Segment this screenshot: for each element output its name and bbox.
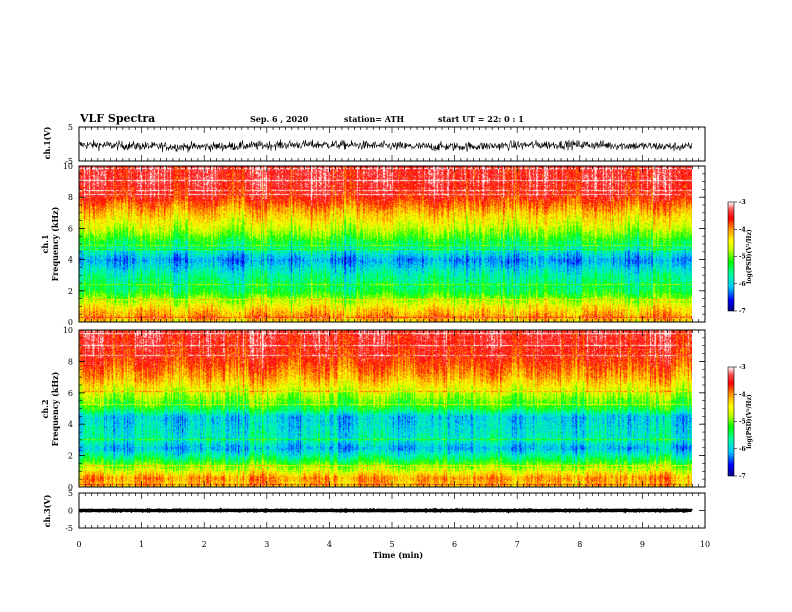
waveform-trace: [78, 139, 693, 153]
y-tick-label: 2: [68, 452, 73, 461]
x-tick-label: 9: [640, 540, 645, 549]
x-tick-label: 2: [202, 540, 207, 549]
y-tick-label: 5: [68, 489, 73, 498]
y-tick-label: 10: [63, 162, 73, 171]
y-tick-label: 8: [68, 357, 73, 366]
colorbar-gradient: [727, 366, 735, 477]
y-tick-label: 5: [68, 123, 73, 132]
colorbar-gradient: [727, 201, 735, 312]
colorbar-tick-label: -4: [739, 391, 746, 398]
colorbar-ch2: -3 -4 -5 -6 -7 log(PSD)(V²/Hz): [727, 364, 753, 480]
colorbar-tick-label: -5: [739, 419, 746, 426]
y-tick-label: 2: [68, 287, 73, 296]
ch1-voltage-axis-label: ch.1(V): [42, 126, 52, 159]
x-tick-label: 8: [577, 540, 582, 549]
colorbar-label: log(PSD)(V²/Hz): [746, 394, 753, 449]
y-tick-label: 4: [68, 420, 73, 429]
ch1-frequency-axis-label: Frequency (kHz): [50, 206, 60, 281]
y-tick-label: -5: [65, 157, 73, 166]
y-tick-label: 6: [68, 224, 73, 233]
colorbar-tick-label: -3: [739, 364, 746, 371]
y-tick-label: 6: [68, 389, 73, 398]
x-tick-label: 3: [264, 540, 269, 549]
ch2-frequency-axis-label: Frequency (kHz): [50, 371, 60, 446]
colorbar-tick-label: -7: [739, 308, 746, 315]
colorbar-tick-label: -3: [739, 199, 746, 206]
ch2-spectrogram-panel: 0 2 4 6 8 10: [63, 326, 706, 492]
colorbar-ch1: -3 -4 -5 -6 -7 log(PSD)(V²/Hz): [727, 199, 753, 315]
y-tick-label: 0: [68, 483, 73, 492]
y-tick-label: -5: [65, 524, 73, 533]
colorbar-tick-label: -4: [739, 226, 746, 233]
header-station: station= ATH: [344, 114, 404, 124]
header-date: Sep. 6 , 2020: [250, 114, 309, 124]
ch1-waveform-panel: 5 -5: [65, 123, 706, 166]
y-tick-label: 4: [68, 256, 73, 265]
y-tick-label: 10: [63, 326, 73, 335]
ch3-voltage-axis-label: ch.3(V): [42, 494, 52, 527]
chart-title: VLF Spectra: [79, 112, 155, 125]
x-tick-label: 6: [452, 540, 457, 549]
x-tick-label: 7: [515, 540, 520, 549]
colorbar-label: log(PSD)(V²/Hz): [746, 229, 753, 284]
x-tick-label: 10: [700, 540, 710, 549]
x-axis-label: Time (min): [373, 550, 423, 560]
colorbar-tick-label: -5: [739, 254, 746, 261]
colorbar-tick-label: -7: [739, 473, 746, 480]
waveform-trace: [78, 507, 693, 514]
y-tick-label: 8: [68, 193, 73, 202]
ch2-channel-label: ch.2: [40, 399, 50, 418]
x-tick-label: 1: [139, 540, 144, 549]
x-tick-label: 0: [76, 540, 81, 549]
header-start-time: start UT = 22: 0 : 1: [438, 114, 524, 124]
spectrogram-image: [79, 330, 692, 487]
ch1-spectrogram-panel: 0 2 4 6 8 10: [63, 162, 706, 327]
ch1-channel-label: ch.1: [40, 234, 50, 253]
y-tick-label: 0: [68, 507, 73, 516]
colorbar-tick-label: -6: [739, 446, 746, 453]
x-tick-label: 4: [327, 540, 332, 549]
spectrogram-image: [79, 166, 692, 322]
ch3-waveform-panel: 50-50 1 2 3 4 5 6 7 8 9 10: [65, 489, 710, 549]
colorbar-tick-label: -6: [739, 281, 746, 288]
y-tick-label: 0: [68, 318, 73, 327]
x-tick-label: 5: [389, 540, 394, 549]
